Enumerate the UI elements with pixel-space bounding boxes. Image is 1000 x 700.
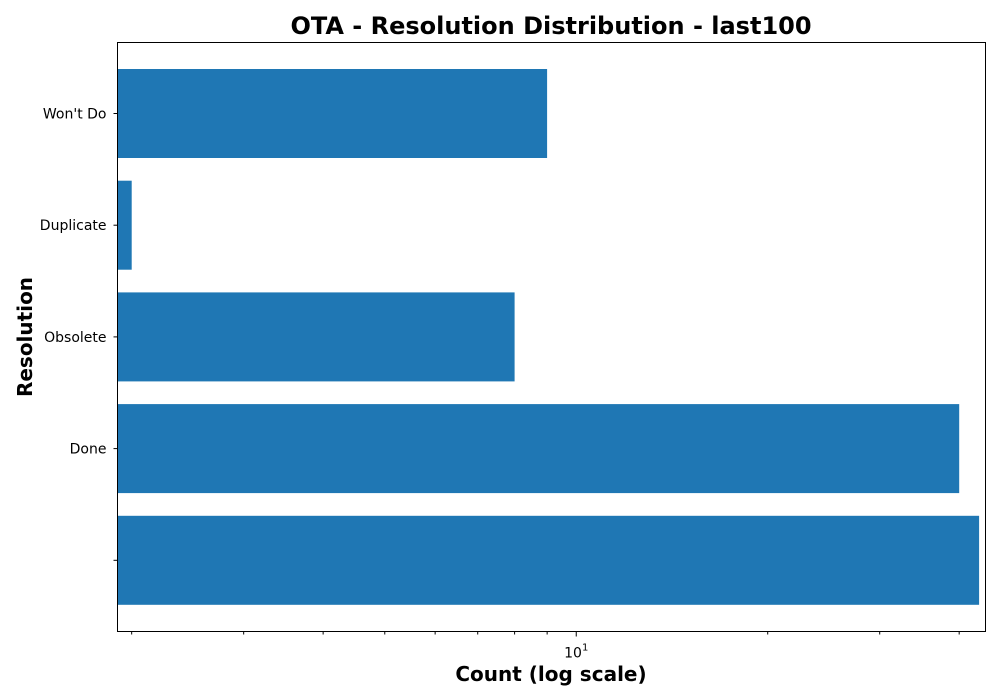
bars-group: [117, 69, 980, 605]
bar-duplicate: [117, 180, 132, 270]
chart-title: OTA - Resolution Distribution - last100: [290, 12, 811, 40]
bar-obsolete: [117, 292, 515, 382]
y-tick-label: Done: [70, 442, 107, 458]
x-axis-ticks: 101: [131, 631, 960, 662]
bar-done: [117, 404, 960, 494]
y-axis-label: Resolution: [13, 277, 37, 397]
x-major-tick-label: 101: [564, 643, 588, 662]
y-tick-label: Won't Do: [43, 107, 107, 123]
bar-won-t-do: [117, 69, 548, 158]
y-tick-label: Duplicate: [40, 218, 107, 234]
bar-unlabeled: [117, 515, 980, 605]
y-axis-ticks: Won't Do Duplicate Obsolete Done: [40, 107, 118, 561]
x-axis-label: Count (log scale): [455, 662, 646, 686]
plot-frame: [117, 42, 986, 632]
y-tick-label: Obsolete: [44, 330, 106, 346]
